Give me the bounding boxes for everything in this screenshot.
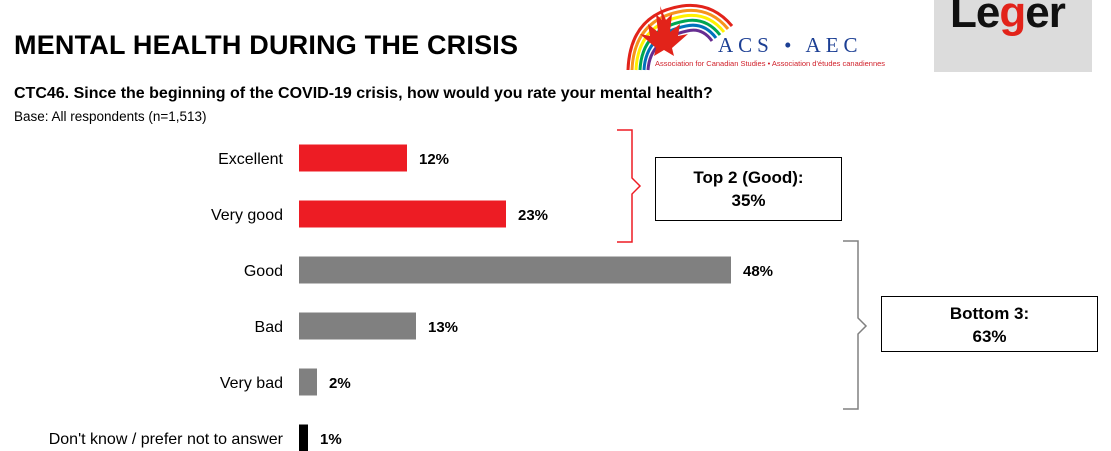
value-label-bad: 13% [428,319,458,336]
bar-don-t-know-prefer-not-to-answer [299,424,308,451]
acs-aec-logo [626,3,734,71]
page-title: MENTAL HEALTH DURING THE CRISIS [14,30,519,60]
mental-health-bar-chart: Excellent 12% Very good 23% Good 48% Bad 13% Ver… [49,129,868,451]
top2-label: Top 2 (Good): [693,168,804,187]
bar-very-good [299,200,506,228]
bar-very-bad [299,368,317,396]
bar-excellent [299,144,407,172]
top2-value: 35% [731,191,766,210]
value-label-don-t-know-prefer-not-to-answer: 1% [320,431,342,448]
category-label-excellent: Excellent [218,151,283,168]
category-label-very-good: Very good [211,207,283,224]
acs-aec-subtitle: Association for Canadian Studies • Assoc… [655,59,886,68]
bottom3-label: Bottom 3: [949,304,1030,323]
category-label-don-t-know-prefer-not-to-answer: Don't know / prefer not to answer [49,431,284,448]
value-label-good: 48% [743,263,773,280]
bottom3-bracket [843,240,868,410]
top2-bracket [617,129,642,243]
category-label-bad: Bad [255,319,283,336]
value-label-very-bad: 2% [329,375,351,392]
base-note: Base: All respondents (n=1,513) [14,109,207,124]
bar-good [299,256,731,284]
category-label-good: Good [244,263,283,280]
acs-aec-wordmark: ACS • AEC [718,33,863,57]
leger-wordmark: Leger [950,0,1066,37]
category-label-very-bad: Very bad [220,375,283,392]
value-label-excellent: 12% [419,151,449,168]
bar-bad [299,312,416,340]
value-label-very-good: 23% [518,207,548,224]
leger-logo [934,0,1092,72]
bottom3-summary-box: Bottom 3: 63% [881,296,1098,352]
bottom3-value: 63% [972,327,1007,346]
top2-summary-box: Top 2 (Good): 35% [655,157,842,221]
survey-question: CTC46. Since the beginning of the COVID-… [14,85,713,102]
